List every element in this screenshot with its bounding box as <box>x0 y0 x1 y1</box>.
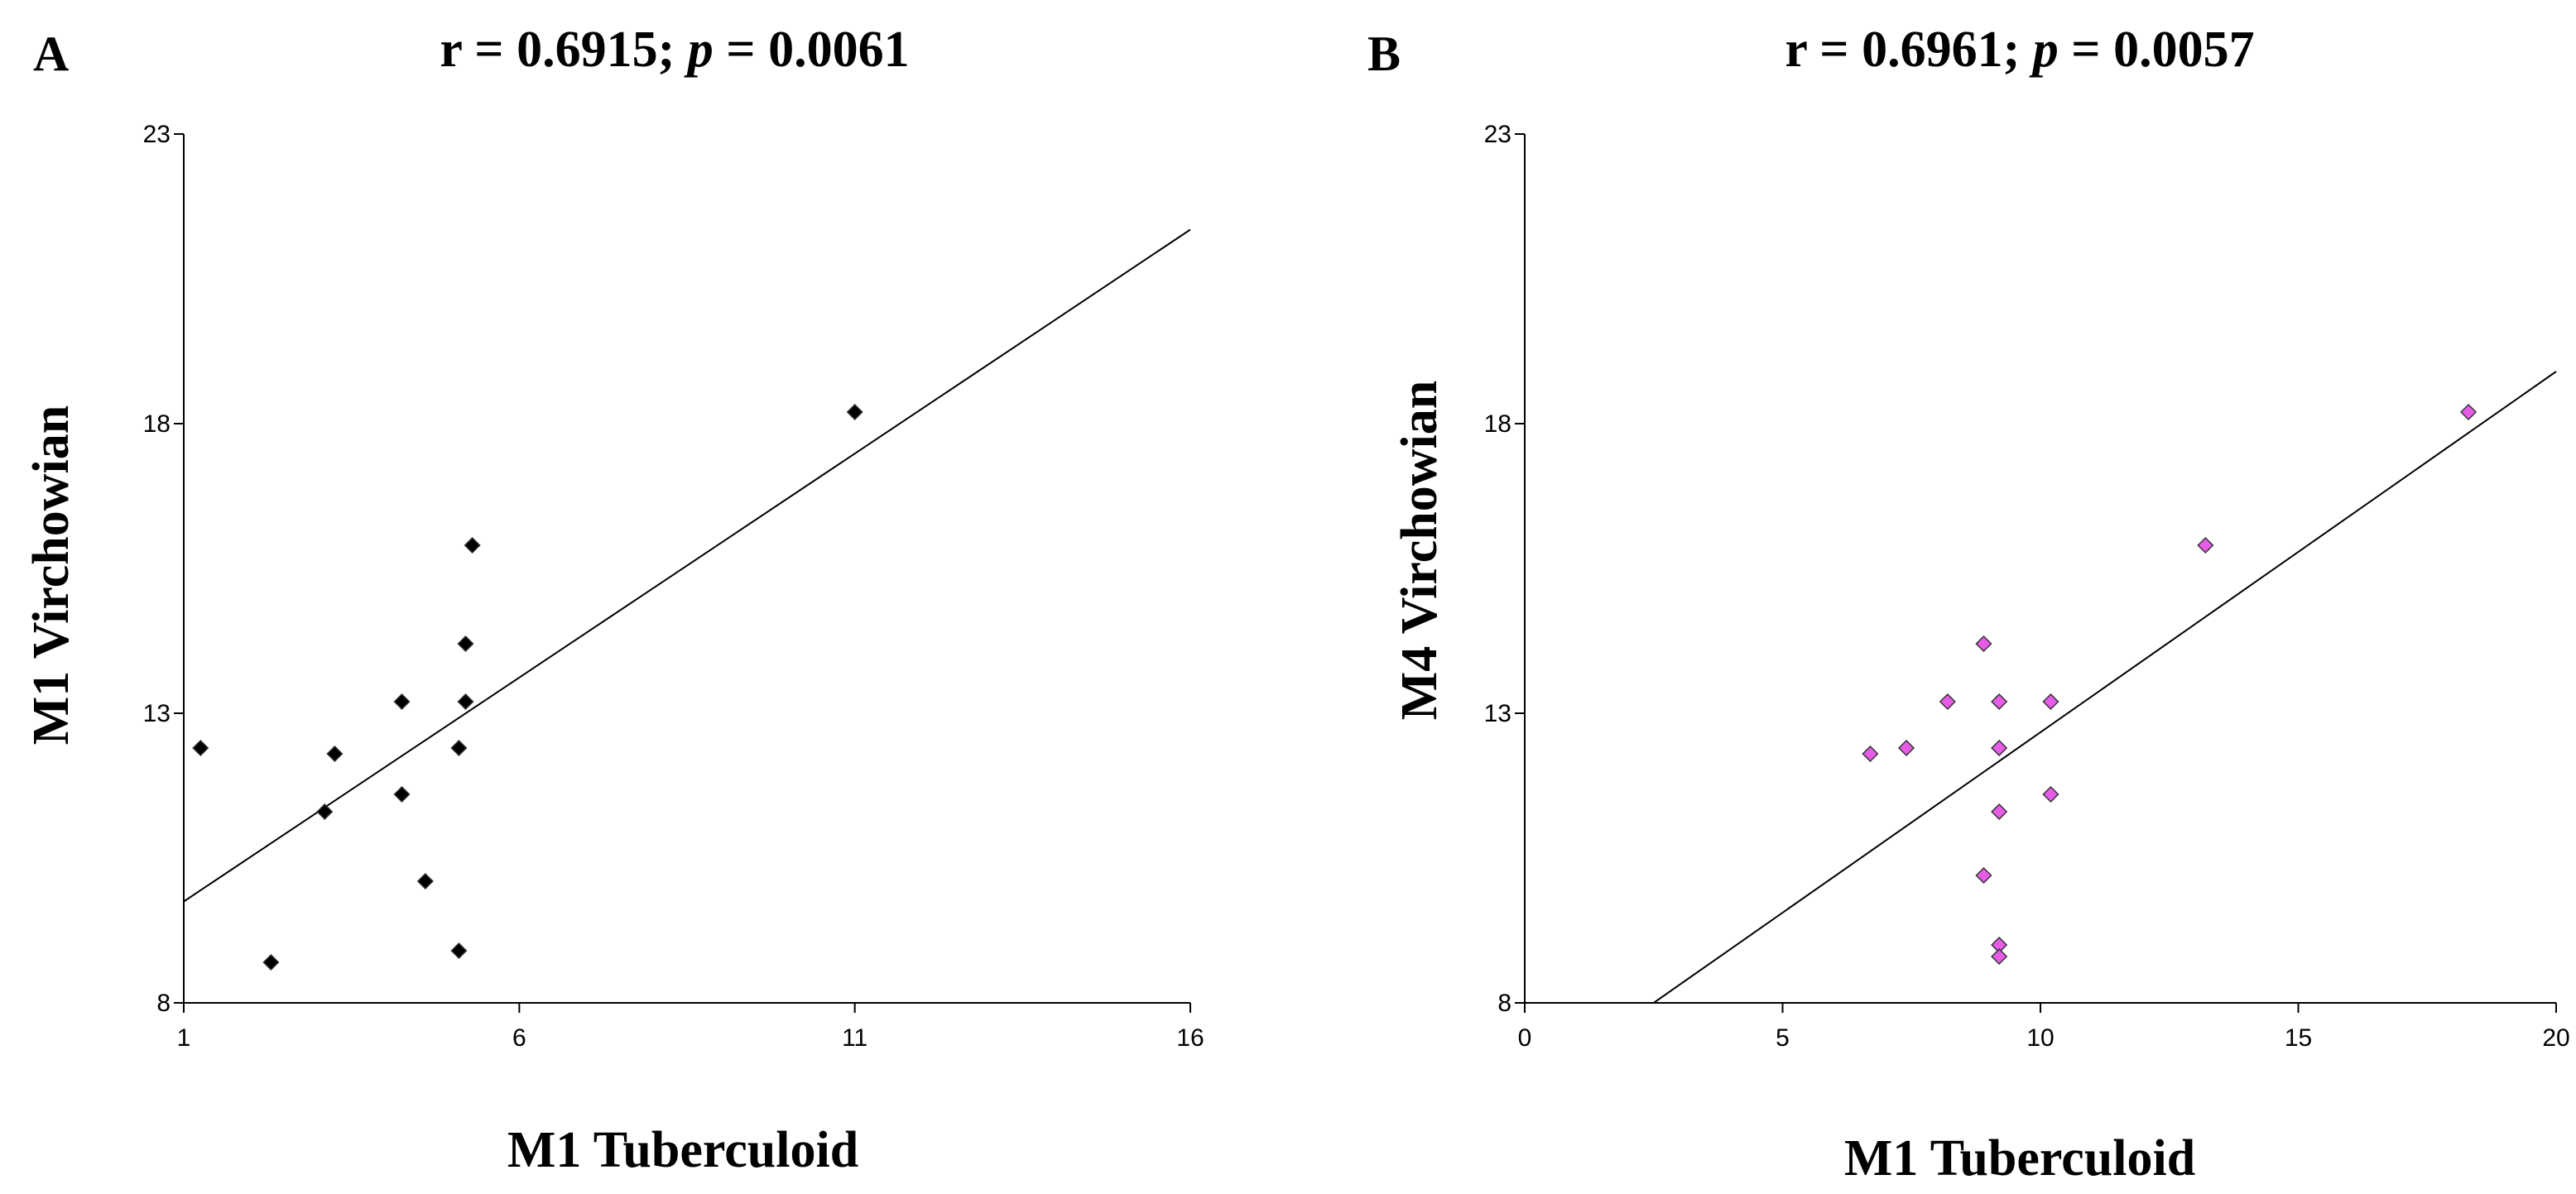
y-tick-label: 23 <box>1484 121 1511 148</box>
x-tick-label: 1 <box>177 1024 191 1052</box>
x-tick-label: 10 <box>2026 1024 2054 1052</box>
data-point <box>1975 866 1992 885</box>
data-point <box>316 803 334 821</box>
x-tick-label: 20 <box>2542 1024 2569 1052</box>
panel-label: A <box>33 26 69 81</box>
panel-a: A r = 0.6915; p = 0.0061 M1 Tuberculoid … <box>23 22 1204 1178</box>
data-point <box>1897 739 1915 757</box>
x-tick-label: 11 <box>842 1024 867 1052</box>
y-tick-label: 13 <box>143 700 171 727</box>
data-point <box>450 739 468 757</box>
data-point <box>1991 739 2008 757</box>
data-point <box>2042 693 2059 711</box>
regression-line <box>183 228 1191 903</box>
data-point <box>262 953 280 971</box>
panel-title: r = 0.6915; p = 0.0061 <box>440 22 909 78</box>
x-axis-title: M1 Tuberculoid <box>1844 1130 2195 1187</box>
data-point <box>2460 403 2477 421</box>
data-point <box>1991 693 2008 711</box>
y-axis-title: M1 Virchowian <box>23 405 79 745</box>
x-tick-label: 5 <box>1776 1024 1790 1052</box>
x-tick-label: 6 <box>512 1024 526 1052</box>
y-tick-label: 18 <box>1484 410 1511 438</box>
data-point <box>2042 785 2059 803</box>
data-point <box>1862 745 1879 763</box>
y-tick-label: 23 <box>143 121 171 148</box>
data-point <box>450 942 468 960</box>
data-point <box>1975 635 1992 653</box>
data-point <box>393 693 411 711</box>
data-point <box>1991 803 2008 821</box>
data-point <box>1991 947 2008 966</box>
x-tick-label: 16 <box>1176 1024 1204 1052</box>
panel-title: r = 0.6961; p = 0.0057 <box>1785 22 2254 78</box>
regression-line <box>1653 371 2557 1004</box>
data-point <box>464 536 481 554</box>
y-tick-label: 13 <box>1484 700 1511 727</box>
y-tick-label: 8 <box>1497 990 1511 1017</box>
x-tick-label: 0 <box>1518 1024 1532 1052</box>
panel-b: B r = 0.6961; p = 0.0057 M1 Tuberculoid … <box>1367 22 2570 1187</box>
data-point <box>416 872 434 890</box>
x-axis-title: M1 Tuberculoid <box>507 1122 858 1178</box>
data-point <box>393 785 411 803</box>
data-point <box>457 635 474 653</box>
data-point <box>326 745 344 763</box>
data-point <box>192 739 209 757</box>
y-tick-label: 18 <box>143 410 171 438</box>
data-point <box>2197 536 2214 554</box>
data-point <box>457 693 474 711</box>
panel-label: B <box>1367 26 1401 81</box>
x-tick-label: 15 <box>2285 1024 2312 1052</box>
data-point <box>1939 693 1956 711</box>
y-axis-title: M4 Virchowian <box>1391 381 1448 720</box>
data-point <box>846 403 863 421</box>
y-tick-label: 8 <box>156 990 171 1017</box>
